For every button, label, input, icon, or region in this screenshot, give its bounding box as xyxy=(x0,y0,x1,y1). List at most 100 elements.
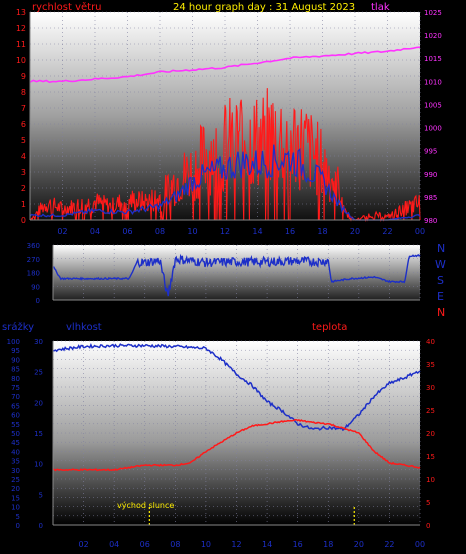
pressure-y-tick: 990 xyxy=(424,171,437,179)
wind-x-tick: 16 xyxy=(285,227,295,236)
humidity-y-tick: 15 xyxy=(34,430,43,438)
rain-y-tick: 85 xyxy=(11,366,20,374)
rain-y-tick: 95 xyxy=(11,347,20,355)
direction-series xyxy=(52,253,421,297)
rain-y-tick: 75 xyxy=(11,384,20,392)
pressure-y-tick: 1020 xyxy=(424,32,442,40)
temp-x-tick: 06 xyxy=(140,540,150,549)
rain-y-tick: 0 xyxy=(16,522,20,530)
rain-title: srážky xyxy=(2,321,34,333)
rain-y-tick: 70 xyxy=(11,393,20,401)
wind-y-tick: 7 xyxy=(21,104,26,113)
wind-y-tick: 5 xyxy=(21,136,26,145)
temp-x-tick: 12 xyxy=(231,540,241,549)
rain-y-tick: 60 xyxy=(11,412,20,420)
wind-x-tick: 12 xyxy=(220,227,230,236)
wind-speed-title: rychlost větru xyxy=(32,1,102,13)
rain-y-tick: 20 xyxy=(11,485,20,493)
pressure-y-tick: 1025 xyxy=(424,9,442,17)
rain-y-tick: 80 xyxy=(11,375,20,383)
temp-y-tick: 10 xyxy=(426,476,435,484)
wind-x-tick: 10 xyxy=(187,227,197,236)
direction-y-tick: 270 xyxy=(27,256,40,264)
wind-y-tick: 8 xyxy=(21,88,26,97)
wind-y-tick: 3 xyxy=(21,168,26,177)
wind-x-tick: 02 xyxy=(57,227,67,236)
wind-x-tick: 20 xyxy=(350,227,360,236)
temp-y-tick: 35 xyxy=(426,361,435,369)
temp-x-tick: 18 xyxy=(323,540,333,549)
direction-y-tick: 360 xyxy=(27,242,40,250)
pressure-y-tick: 1000 xyxy=(424,125,442,133)
temp-x-tick: 04 xyxy=(109,540,119,549)
compass-w: W xyxy=(435,258,446,271)
humidity-y-tick: 20 xyxy=(34,399,43,407)
wind-x-tick: 22 xyxy=(382,227,392,236)
compass-n1: N xyxy=(437,242,445,255)
wind-y-tick: 1 xyxy=(21,200,26,209)
direction-y-tick: 180 xyxy=(27,270,40,278)
wind-x-tick: 08 xyxy=(155,227,165,236)
rain-y-tick: 50 xyxy=(11,430,20,438)
wind-x-tick: 06 xyxy=(122,227,132,236)
wind-y-tick: 9 xyxy=(21,72,26,81)
graph-title: 24 hour graph day : 31 August 2023 xyxy=(173,2,355,13)
temp-x-tick: 02 xyxy=(78,540,88,549)
compass-e: E xyxy=(437,290,444,303)
temp-x-tick: 20 xyxy=(354,540,364,549)
wind-x-tick: 04 xyxy=(90,227,100,236)
temperature-series xyxy=(52,418,421,472)
rain-y-tick: 65 xyxy=(11,402,20,410)
humidity-y-tick: 30 xyxy=(34,338,43,346)
rain-y-tick: 30 xyxy=(11,467,20,475)
temp-y-tick: 15 xyxy=(426,453,435,461)
humidity-y-tick: 25 xyxy=(34,369,43,377)
pressure-title: tlak xyxy=(371,2,390,13)
pressure-y-tick: 995 xyxy=(424,148,437,156)
wind-y-tick: 13 xyxy=(16,8,26,17)
humidity-y-tick: 5 xyxy=(39,491,43,499)
wind-y-tick: 2 xyxy=(21,184,26,193)
temp-y-tick: 25 xyxy=(426,407,435,415)
pressure-y-tick: 1015 xyxy=(424,55,442,63)
pressure-y-tick: 1005 xyxy=(424,101,442,109)
sunrise-label: východ slunce xyxy=(117,501,174,510)
wind-y-tick: 12 xyxy=(16,24,26,33)
rain-y-tick: 15 xyxy=(11,494,20,502)
temp-y-tick: 30 xyxy=(426,384,435,392)
wind-y-tick: 10 xyxy=(16,56,26,65)
wind-x-tick: 00 xyxy=(415,227,425,236)
rain-y-tick: 100 xyxy=(7,338,20,346)
temperature-title: teplota xyxy=(312,322,347,333)
temp-y-tick: 40 xyxy=(426,338,435,346)
rain-y-tick: 10 xyxy=(11,504,20,512)
pressure-series xyxy=(29,46,421,84)
humidity-y-tick: 0 xyxy=(39,522,43,530)
compass-s: S xyxy=(437,274,444,287)
wind-y-tick: 11 xyxy=(16,40,26,49)
pressure-y-tick: 980 xyxy=(424,217,437,225)
humidity-y-tick: 10 xyxy=(34,461,43,469)
rain-y-tick: 40 xyxy=(11,448,20,456)
wind-y-tick: 6 xyxy=(21,120,26,129)
pressure-y-tick: 985 xyxy=(424,194,437,202)
wind-y-tick: 0 xyxy=(21,216,26,225)
rain-y-tick: 90 xyxy=(11,356,20,364)
direction-plot-area xyxy=(53,245,420,300)
temp-x-tick: 14 xyxy=(262,540,272,549)
wind-y-tick: 4 xyxy=(21,152,26,161)
direction-y-tick: 0 xyxy=(36,297,40,305)
humidity-series xyxy=(53,343,421,432)
wind-x-tick: 18 xyxy=(317,227,327,236)
temp-x-tick: 16 xyxy=(293,540,303,549)
rain-y-tick: 35 xyxy=(11,458,20,466)
temp-x-tick: 08 xyxy=(170,540,180,549)
temp-y-tick: 0 xyxy=(426,522,430,530)
temp-y-tick: 5 xyxy=(426,499,430,507)
rain-y-tick: 5 xyxy=(16,513,20,521)
temp-y-tick: 20 xyxy=(426,430,435,438)
wind-x-tick: 14 xyxy=(252,227,262,236)
rain-y-tick: 55 xyxy=(11,421,20,429)
